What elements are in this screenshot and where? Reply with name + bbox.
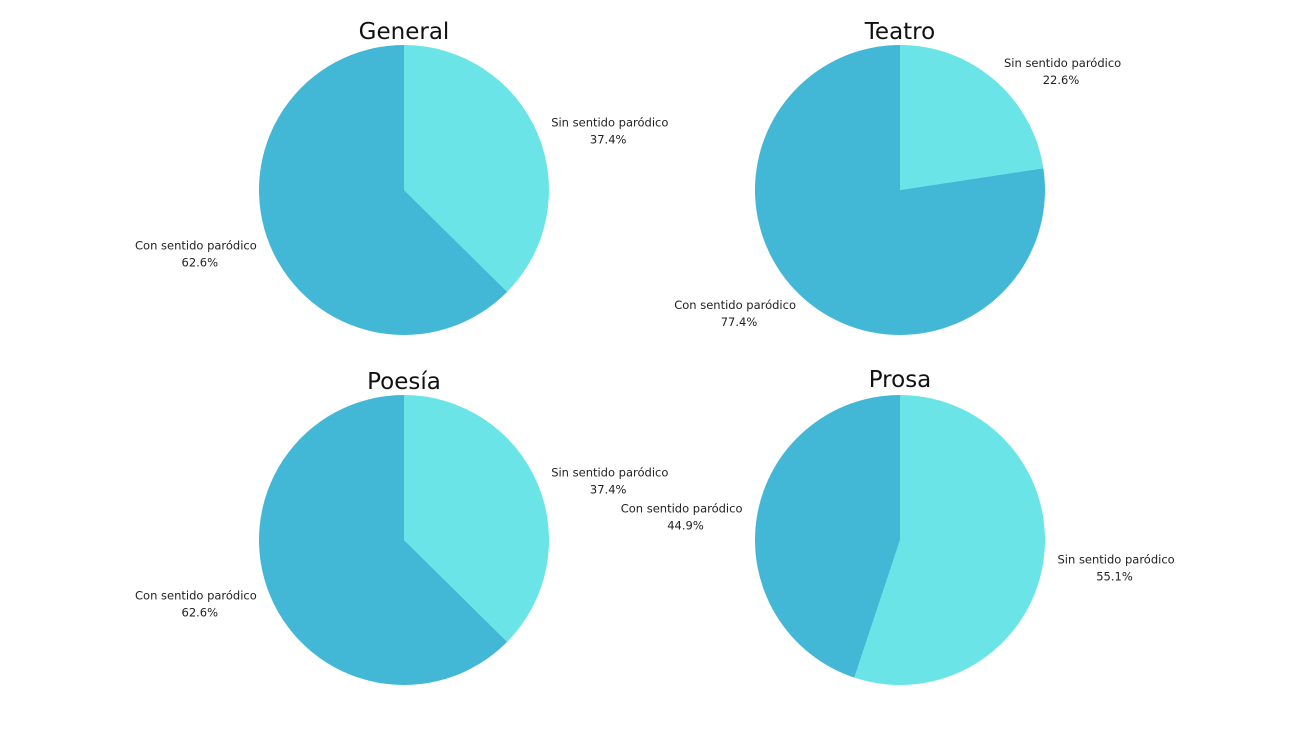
slice-percent: 62.6% bbox=[182, 606, 219, 620]
pie-slice bbox=[404, 45, 549, 292]
slice-label: Sin sentido paródico bbox=[1004, 56, 1121, 70]
chart-title: Poesía bbox=[367, 369, 441, 395]
pie-chart-3: Sin sentido paródico 55.1% Con sentido par… bbox=[621, 367, 1175, 686]
slice-percent: 62.6% bbox=[182, 256, 219, 270]
slice-label: Sin sentido paródico bbox=[1058, 552, 1175, 566]
slice-label: Con sentido paródico bbox=[621, 502, 743, 516]
slice-percent: 77.4% bbox=[721, 315, 758, 329]
slice-percent: 22.6% bbox=[1043, 73, 1080, 87]
pie-slice bbox=[854, 395, 1045, 686]
chart-title: General bbox=[359, 19, 450, 45]
pie-slice bbox=[755, 395, 900, 678]
pie-slice bbox=[404, 395, 549, 642]
pie-chart-2: Sin sentido paródico 37.4% Con sentido par… bbox=[135, 369, 668, 686]
pie-chart-0: Sin sentido paródico 37.4% Con sentido par… bbox=[135, 19, 668, 335]
slice-label: Con sentido paródico bbox=[135, 589, 257, 603]
slice-label: Con sentido paródico bbox=[135, 239, 257, 253]
slice-percent: 37.4% bbox=[590, 483, 627, 497]
slice-percent: 44.9% bbox=[667, 519, 704, 533]
chart-title: Prosa bbox=[869, 367, 932, 393]
pie-slice bbox=[258, 395, 508, 686]
pie-slice bbox=[754, 44, 1045, 335]
pie-slice bbox=[258, 44, 508, 335]
slice-label: Con sentido paródico bbox=[674, 298, 796, 312]
slice-percent: 55.1% bbox=[1096, 569, 1133, 583]
slice-label: Sin sentido paródico bbox=[551, 466, 668, 480]
pie-slice bbox=[900, 45, 1044, 190]
slice-percent: 37.4% bbox=[590, 133, 627, 147]
chart-title: Teatro bbox=[864, 19, 935, 45]
slice-label: Sin sentido paródico bbox=[551, 116, 668, 130]
pie-chart-1: Sin sentido paródico 22.6% Con sentido par… bbox=[674, 19, 1121, 335]
